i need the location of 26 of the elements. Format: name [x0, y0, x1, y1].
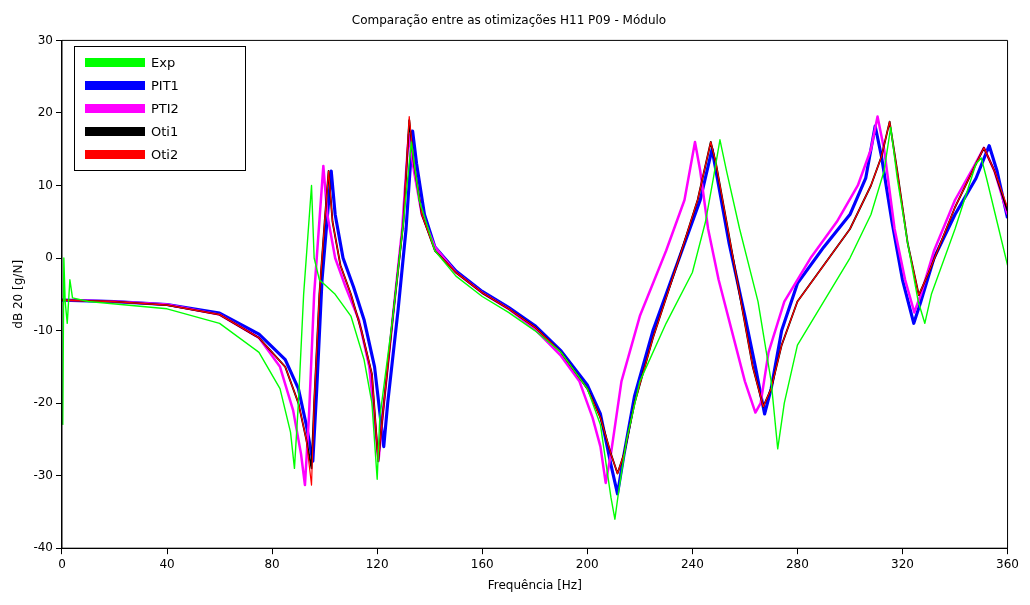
legend-label: Exp — [150, 55, 176, 71]
x-tick-label: 200 — [575, 556, 599, 571]
x-tick-label: 40 — [159, 556, 175, 571]
y-tick-label: -10 — [33, 322, 53, 337]
y-tick-label: 10 — [37, 177, 53, 192]
legend-label: Oti2 — [150, 147, 179, 163]
y-tick-label: -40 — [33, 540, 53, 555]
y-tick-label: -20 — [33, 395, 53, 410]
chart-title: Comparação entre as otimizações H11 P09 - Módulo — [351, 13, 667, 28]
x-tick-label: 280 — [785, 556, 809, 571]
x-tick-label: 0 — [58, 556, 66, 571]
x-tick-label: 240 — [680, 556, 704, 571]
x-axis-title: Frequência [Hz] — [487, 577, 582, 592]
y-tick-label: 0 — [45, 250, 53, 265]
x-tick-label: 120 — [365, 556, 389, 571]
x-tick-label: 360 — [996, 556, 1019, 571]
legend-label: PIT1 — [150, 78, 179, 94]
x-tick-label: 320 — [891, 556, 914, 571]
y-axis-title: dB 20 [g/N] — [11, 259, 26, 329]
y-tick-label: 20 — [37, 105, 53, 120]
x-tick-label: 160 — [470, 556, 494, 571]
x-tick-label: 80 — [264, 556, 280, 571]
y-tick-label: -30 — [33, 467, 53, 482]
legend-label: Oti1 — [150, 124, 179, 140]
legend-label: PTI2 — [150, 101, 179, 117]
y-tick-label: 30 — [37, 32, 53, 47]
